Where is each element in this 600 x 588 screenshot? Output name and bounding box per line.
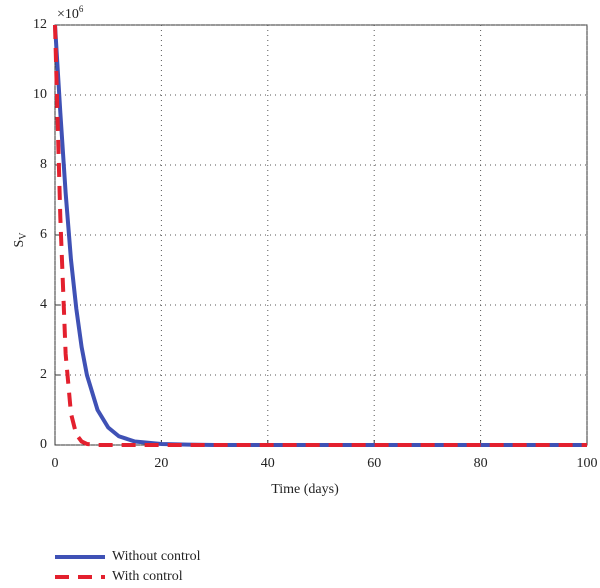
y-multiplier-base: ×10 <box>57 7 79 22</box>
x-tick-label: 80 <box>474 456 488 471</box>
x-axis-label: Time (days) <box>271 482 339 497</box>
y-tick-label: 0 <box>40 437 47 452</box>
legend-label: With control <box>112 569 183 584</box>
y-tick-label: 6 <box>40 227 47 242</box>
y-axis-label-main: S <box>12 240 27 248</box>
y-tick-label: 10 <box>33 87 47 102</box>
x-tick-label: 40 <box>261 456 275 471</box>
y-tick-label: 2 <box>40 367 47 382</box>
y-tick-label: 8 <box>40 157 47 172</box>
legend-label: Without control <box>112 549 201 564</box>
y-axis-label-sub: V <box>18 232 29 240</box>
x-tick-label: 20 <box>154 456 168 471</box>
x-tick-label: 0 <box>52 456 59 471</box>
y-tick-label: 12 <box>33 17 47 32</box>
x-tick-label: 60 <box>367 456 381 471</box>
y-multiplier-exp: 6 <box>79 4 84 14</box>
y-tick-label: 4 <box>40 297 47 312</box>
y-multiplier: ×106 <box>57 4 84 22</box>
y-axis-label: SV <box>12 232 29 248</box>
series-line <box>53 24 587 447</box>
x-tick-label: 100 <box>577 456 598 471</box>
